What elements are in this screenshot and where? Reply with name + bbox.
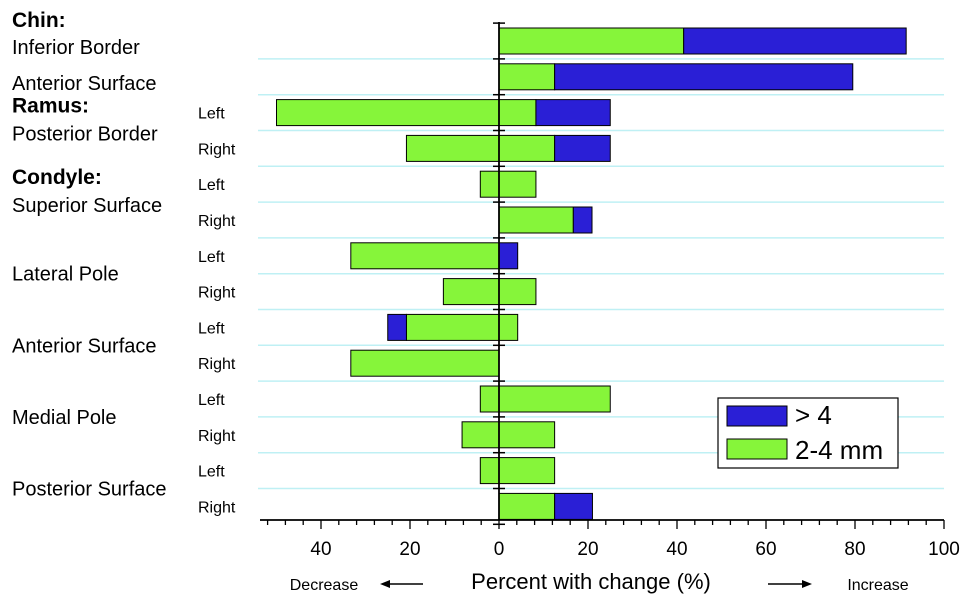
- row-label: Inferior Border: [12, 37, 140, 59]
- bars: [276, 27, 907, 520]
- side-label: Left: [198, 464, 225, 481]
- bar-decrease-2-4mm: [479, 385, 500, 413]
- side-label: Right: [198, 499, 236, 516]
- bar-increase-2-4mm: [498, 313, 519, 341]
- x-tick-label: 80: [844, 539, 865, 560]
- x-tick-label: 0: [494, 539, 505, 560]
- bar-increase-2-4mm: [498, 63, 556, 91]
- x-tick-label: 40: [310, 539, 331, 560]
- legend-swatch-over4: [726, 405, 788, 427]
- side-label: Right: [198, 285, 236, 302]
- bar-increase-2-4mm: [498, 278, 537, 306]
- side-label: Left: [198, 320, 225, 337]
- x-tick-label: 100: [928, 539, 960, 560]
- legend: > 4 2-4 mm: [717, 397, 899, 469]
- increase-label: Increase: [847, 577, 908, 594]
- side-label: Left: [198, 106, 225, 123]
- region-label: Posterior Surface: [12, 479, 167, 501]
- decrease-arrow: [380, 580, 423, 588]
- bar-increase-2-4mm: [498, 27, 685, 55]
- bar-increase-2-4mm: [498, 492, 556, 520]
- side-label: Right: [198, 428, 236, 445]
- bar-increase-over4: [554, 492, 593, 520]
- x-tick-label: 20: [577, 539, 598, 560]
- side-label: Right: [198, 213, 236, 230]
- bar-decrease-2-4mm: [461, 421, 500, 449]
- x-tick-label: 40: [666, 539, 687, 560]
- bar-decrease-2-4mm: [405, 313, 500, 341]
- bar-decrease-2-4mm: [350, 349, 500, 377]
- bar-increase-over4: [683, 27, 907, 55]
- bar-decrease-2-4mm: [479, 457, 500, 485]
- grid-lines: [258, 58, 944, 490]
- bar-increase-2-4mm: [498, 385, 611, 413]
- side-label: Left: [198, 392, 225, 409]
- legend-label-over4: > 4: [795, 400, 832, 430]
- region-label: Superior Surface: [12, 195, 162, 217]
- bar-increase-over4: [554, 134, 611, 162]
- bar-increase-over4: [554, 63, 854, 91]
- side-label: Right: [198, 141, 236, 158]
- x-tick-label: 20: [399, 539, 420, 560]
- bar-increase-2-4mm: [498, 457, 556, 485]
- bar-increase-over4: [498, 242, 519, 270]
- bar-increase-over4: [572, 206, 593, 234]
- region-label: Medial Pole: [12, 407, 117, 429]
- row-label: Anterior Surface: [12, 73, 157, 95]
- group-title: Chin:: [12, 9, 66, 32]
- x-axis-label: Percent with change (%): [471, 569, 711, 594]
- bar-increase-2-4mm: [498, 206, 574, 234]
- region-label: Anterior Surface: [12, 335, 157, 357]
- legend-label-2-4mm: 2-4 mm: [795, 435, 883, 465]
- bar-decrease-2-4mm: [479, 170, 500, 198]
- side-label: Right: [198, 356, 236, 373]
- bar-decrease-2-4mm: [405, 134, 500, 162]
- legend-swatch-2-4mm: [726, 438, 788, 460]
- bar-decrease-2-4mm: [276, 99, 500, 127]
- x-tick-label: 60: [755, 539, 776, 560]
- decrease-label: Decrease: [290, 577, 359, 594]
- axes: 40 20 0 20 40 60 80 100: [260, 22, 960, 560]
- bar-decrease-2-4mm: [442, 278, 500, 306]
- bar-increase-2-4mm: [498, 134, 556, 162]
- bar-decrease-over4: [387, 313, 407, 341]
- bar-decrease-2-4mm: [350, 242, 500, 270]
- increase-arrow: [768, 580, 812, 588]
- region-label: Lateral Pole: [12, 264, 119, 286]
- bar-increase-2-4mm: [498, 99, 537, 127]
- region-label: Posterior Border: [12, 124, 158, 146]
- group-title: Ramus:: [12, 95, 89, 118]
- bar-increase-over4: [535, 99, 611, 127]
- bar-increase-2-4mm: [498, 421, 556, 449]
- side-label: Left: [198, 177, 225, 194]
- side-label: Left: [198, 249, 225, 266]
- bar-increase-2-4mm: [498, 170, 537, 198]
- group-title: Condyle:: [12, 166, 102, 189]
